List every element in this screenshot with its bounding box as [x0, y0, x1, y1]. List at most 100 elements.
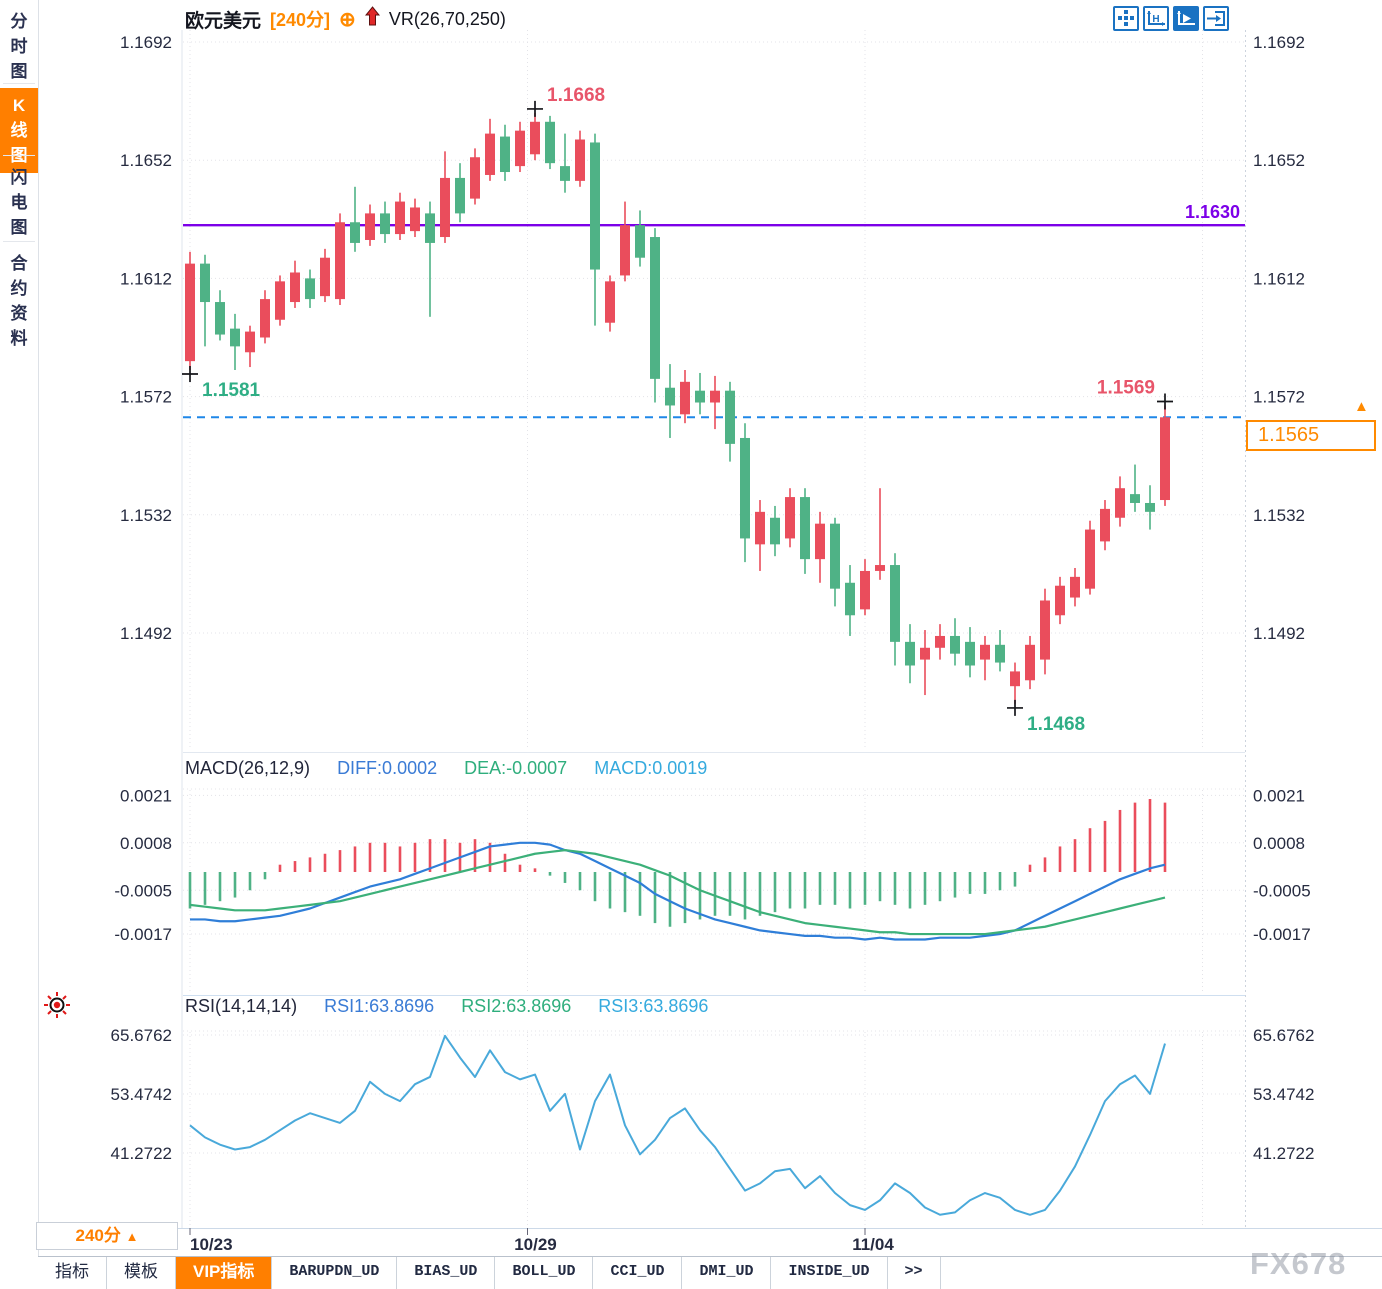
symbol-title: 欧元美元	[185, 10, 262, 32]
axis-play-icon[interactable]	[1173, 6, 1199, 31]
exit-right-icon[interactable]	[1203, 6, 1229, 31]
vr-indicator-label: VR(26,70,250)	[388, 8, 506, 29]
main-y-tick-right: 1.1532	[1253, 506, 1305, 525]
main-y-tick-right: 1.1492	[1253, 624, 1305, 643]
x-tick-label: 10/29	[514, 1235, 557, 1254]
candle-body	[665, 387, 675, 406]
red-up-arrow-icon	[364, 6, 380, 32]
candle-body	[935, 635, 945, 648]
candle-body	[1025, 644, 1035, 681]
tab-vip指标[interactable]: VIP指标	[176, 1257, 273, 1289]
candle-body	[470, 157, 480, 199]
period-selector-label: 240分	[75, 1226, 121, 1245]
candle-body	[800, 497, 810, 560]
price-marker-cross	[1157, 393, 1173, 410]
period-selector[interactable]: 240分 ▲	[36, 1222, 178, 1250]
rsi2-value: RSI2:63.8696	[461, 996, 572, 1016]
main-y-tick-right: 1.1612	[1253, 269, 1305, 288]
candle-body	[530, 121, 540, 155]
candle-body	[575, 139, 585, 181]
tab-inside-ud[interactable]: INSIDE_UD	[771, 1257, 888, 1289]
candle-body	[1040, 600, 1050, 660]
tab-指标[interactable]: 指标	[38, 1257, 107, 1289]
rsi-line	[189, 1034, 1166, 1216]
candle-body	[1130, 494, 1140, 503]
candle-body	[260, 299, 270, 338]
indicator-tabbar: 指标 模板 VIP指标 BARUPDN_UD BIAS_UD BOLL_UD CCI_UD D…	[38, 1256, 1382, 1289]
macd-title: MACD(26,12,9)	[185, 758, 311, 778]
candle-body	[695, 390, 705, 403]
candle-body	[515, 130, 525, 167]
price-up-arrow-icon: ▲	[1354, 398, 1369, 415]
main-y-tick-left: 1.1612	[120, 269, 172, 288]
candle-body	[200, 263, 210, 303]
support-line-label: 1.1630	[1185, 202, 1240, 222]
macd-diff-value: DIFF:0.0002	[337, 758, 438, 778]
rsi-y-tick-left: 41.2722	[111, 1144, 172, 1163]
tab-模板[interactable]: 模板	[107, 1257, 176, 1289]
circle-plus-icon[interactable]: ⊕	[339, 8, 356, 31]
candle-body	[1070, 576, 1080, 598]
period-tag[interactable]: [240分]	[270, 10, 331, 30]
candle-body	[245, 331, 255, 353]
candle-body	[545, 121, 555, 164]
sidebar-item-3[interactable]: 闪电图	[10, 168, 28, 237]
candle-body	[380, 213, 390, 235]
rsi3-value: RSI3:63.8696	[598, 996, 709, 1016]
rsi-y-tick-left: 65.6762	[111, 1026, 172, 1045]
candle-body	[845, 582, 855, 616]
candle-body	[500, 136, 510, 173]
candle-body	[410, 207, 420, 232]
sidebar-item-1[interactable]: 分时图	[10, 12, 28, 81]
main-y-tick-left: 1.1492	[120, 624, 172, 643]
x-tick-label: 10/23	[190, 1235, 233, 1254]
price-marker-cross	[182, 366, 198, 383]
candle-body	[455, 177, 465, 214]
candle-body	[215, 302, 225, 335]
price-marker-label: 1.1569	[1097, 377, 1155, 398]
candle-body	[1145, 502, 1155, 512]
candle-body	[950, 635, 960, 654]
tab-cci-ud[interactable]: CCI_UD	[593, 1257, 683, 1289]
price-marker-label: 1.1668	[547, 85, 605, 106]
candle-body	[680, 381, 690, 415]
rsi-y-tick-right: 53.4742	[1253, 1085, 1314, 1104]
candle-body	[1115, 488, 1125, 518]
macd-y-tick-right: -0.0005	[1253, 881, 1311, 900]
macd-diff-line	[190, 841, 1166, 941]
main-y-tick-right: 1.1572	[1253, 388, 1305, 407]
candle-body	[290, 272, 300, 303]
sidebar-item-2[interactable]: K线图	[0, 88, 38, 173]
candle-body	[230, 328, 240, 347]
sidebar-item-4[interactable]: 合约资料	[10, 254, 28, 348]
pan-crosshair-icon[interactable]	[1113, 6, 1139, 31]
main-y-tick-left: 1.1692	[120, 33, 172, 52]
tab-bias-ud[interactable]: BIAS_UD	[397, 1257, 496, 1289]
macd-y-tick-left: 0.0008	[120, 834, 172, 853]
candle-body	[1085, 529, 1095, 589]
macd-macd-value: MACD:0.0019	[594, 758, 708, 778]
candle-body	[620, 225, 630, 276]
candle-body	[590, 142, 600, 270]
sun-marker-icon[interactable]	[42, 990, 72, 1025]
axis-scale-icon[interactable]: H	[1143, 6, 1169, 31]
price-marker-label: 1.1468	[1027, 714, 1085, 735]
candle-body	[770, 517, 780, 545]
tab-barupdn-ud[interactable]: BARUPDN_UD	[272, 1257, 398, 1289]
price-marker-cross	[1007, 699, 1023, 716]
candle-body	[185, 263, 195, 362]
candle-body	[440, 177, 450, 238]
candle-body	[560, 166, 570, 181]
candle-body	[1010, 671, 1020, 687]
macd-y-tick-left: -0.0017	[114, 925, 172, 944]
candle-body	[920, 647, 930, 660]
tab-dmi-ud[interactable]: DMI_UD	[682, 1257, 772, 1289]
macd-dea-line	[189, 848, 1166, 936]
chart-header: 欧元美元 [240分] ⊕ VR(26,70,250)	[185, 5, 506, 33]
tab-boll-ud[interactable]: BOLL_UD	[495, 1257, 594, 1289]
tab--[interactable]: >>	[888, 1257, 941, 1289]
candle-body	[725, 390, 735, 444]
macd-y-tick-right: -0.0017	[1253, 925, 1311, 944]
main-y-tick-right: 1.1652	[1253, 151, 1305, 170]
